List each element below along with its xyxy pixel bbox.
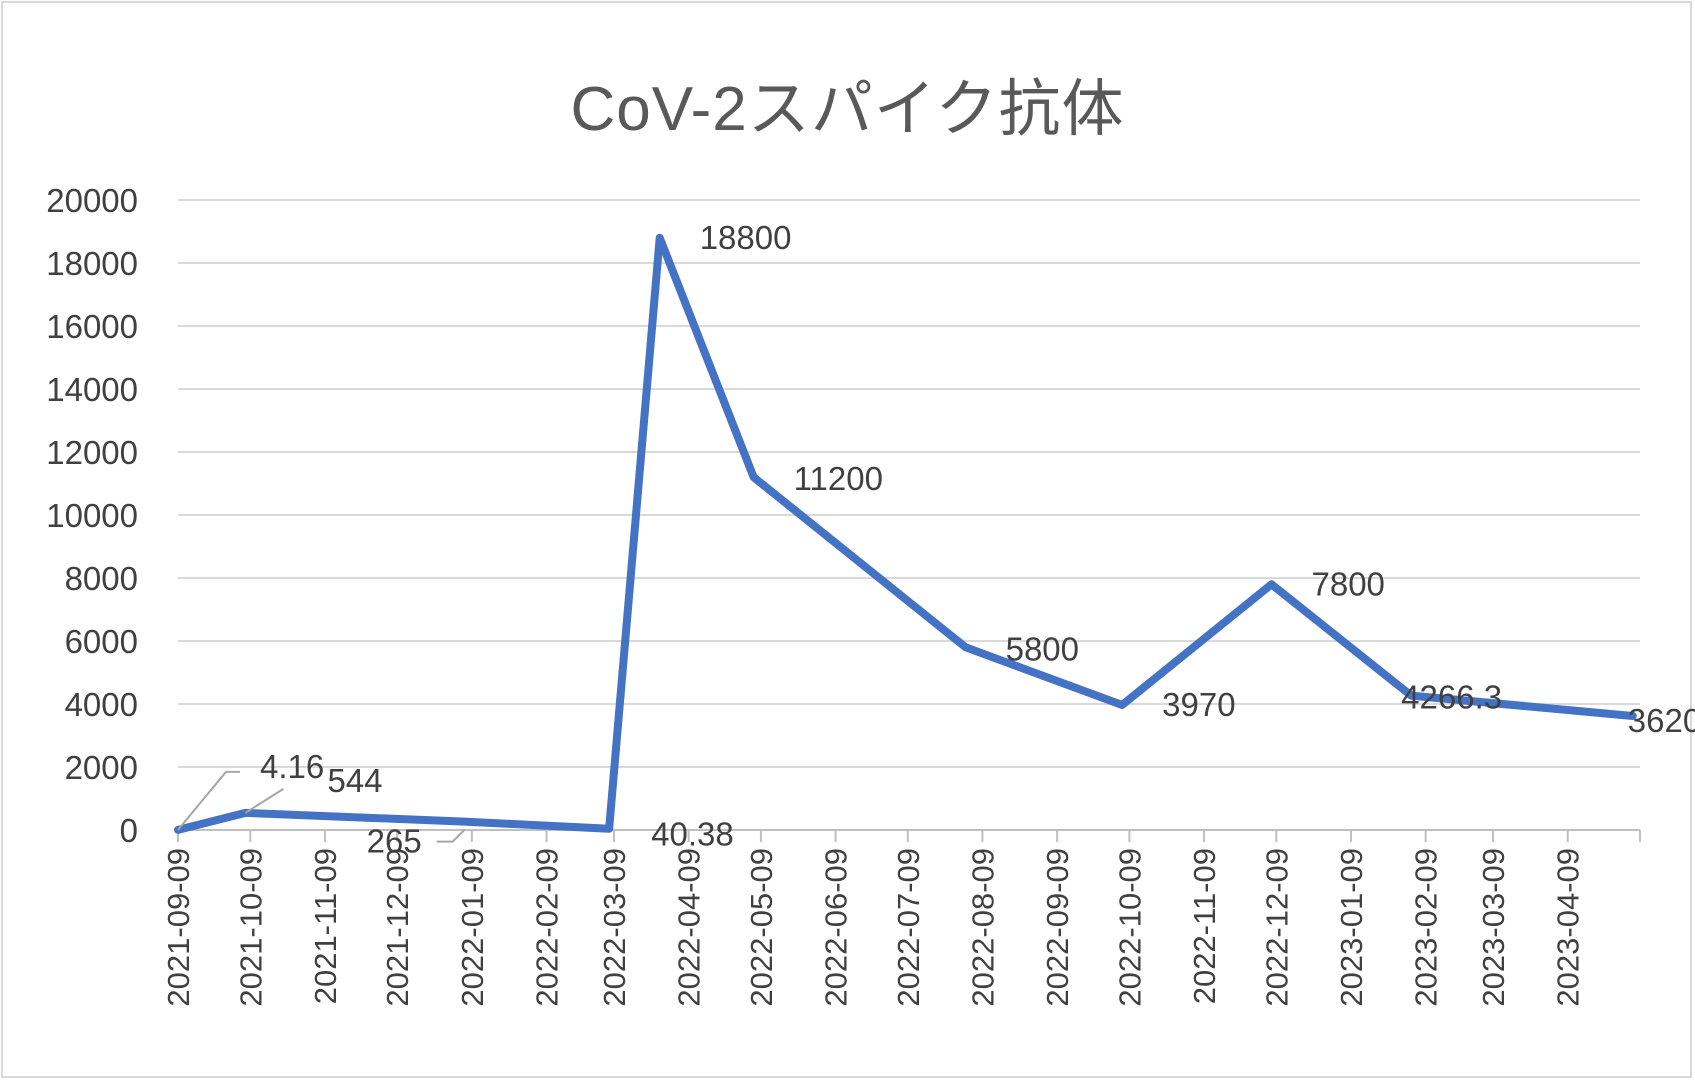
data-point xyxy=(750,474,757,481)
x-tick-label: 2021-11-09 xyxy=(308,848,343,1004)
y-tick-label: 4000 xyxy=(65,686,138,723)
x-tick-label: 2022-04-09 xyxy=(672,848,707,1007)
y-axis-ticks: 0 2000 4000 6000 8000 10000 12000 14000 16000 180… xyxy=(46,182,138,849)
x-tick-label: 2022-11-09 xyxy=(1187,848,1222,1004)
leader-line xyxy=(436,828,466,843)
y-tick-label: 14000 xyxy=(46,371,138,408)
x-tick-label: 2022-12-09 xyxy=(1259,848,1294,1007)
y-tick-label: 10000 xyxy=(46,497,138,534)
x-tick-label: 2021-10-09 xyxy=(233,848,268,1007)
data-label: 4.16 xyxy=(260,748,324,785)
x-tick-label: 2022-02-09 xyxy=(530,848,565,1007)
x-tick-label: 2022-09-09 xyxy=(1040,848,1075,1007)
data-label: 40.38 xyxy=(651,816,734,853)
x-tick-label: 2022-03-09 xyxy=(597,848,632,1007)
y-tick-label: 16000 xyxy=(46,308,138,345)
data-point xyxy=(1408,692,1415,699)
data-label: 4266.3 xyxy=(1401,679,1502,716)
data-point xyxy=(606,825,613,832)
y-tick-label: 8000 xyxy=(65,560,138,597)
y-tick-label: 18000 xyxy=(46,245,138,282)
data-point xyxy=(1119,701,1126,708)
data-point xyxy=(1268,581,1275,588)
data-label: 3620 xyxy=(1628,702,1695,739)
x-axis: 2021-09-09 2021-10-09 2021-11-09 2021-12-09… xyxy=(161,829,1641,1007)
data-label: 11200 xyxy=(794,460,883,497)
x-tick-label: 2022-08-09 xyxy=(965,848,1000,1007)
data-label: 265 xyxy=(367,823,422,860)
data-point xyxy=(461,818,468,825)
gridlines xyxy=(178,199,1640,768)
y-tick-label: 0 xyxy=(120,812,138,849)
data-label: 544 xyxy=(327,762,382,799)
x-tick-label: 2023-02-09 xyxy=(1409,848,1444,1007)
y-tick-label: 2000 xyxy=(65,749,138,786)
x-tick-label: 2023-01-09 xyxy=(1334,848,1369,1007)
x-tick-label: 2023-04-09 xyxy=(1551,848,1586,1007)
chart-title: CoV-2スパイク抗体 xyxy=(570,75,1125,144)
data-label: 7800 xyxy=(1311,565,1384,602)
data-labels: 4.16 544 265 40.38 18800 11200 5800 3970 7800 426… xyxy=(177,219,1695,860)
y-tick-label: 12000 xyxy=(46,434,138,471)
x-tick-label: 2022-06-09 xyxy=(819,848,854,1007)
y-tick-label: 6000 xyxy=(65,623,138,660)
data-label: 5800 xyxy=(1006,630,1079,667)
x-tick-label: 2021-12-09 xyxy=(380,848,415,1007)
x-tick-label: 2022-05-09 xyxy=(744,848,779,1007)
leader-line xyxy=(177,770,240,831)
y-tick-label: 20000 xyxy=(46,182,138,219)
data-label: 3970 xyxy=(1162,686,1235,723)
leader-line xyxy=(244,788,284,814)
x-tick-label: 2021-09-09 xyxy=(161,848,196,1007)
series-layer xyxy=(174,233,1637,834)
data-point xyxy=(1629,712,1636,719)
x-tick-label: 2022-10-09 xyxy=(1112,848,1147,1007)
x-tick-label: 2022-07-09 xyxy=(891,848,926,1007)
x-tick-label: 2023-03-09 xyxy=(1476,848,1511,1007)
data-point xyxy=(962,644,969,651)
x-tick-label: 2022-01-09 xyxy=(455,848,490,1007)
data-point xyxy=(656,234,663,241)
data-label: 18800 xyxy=(700,219,792,256)
